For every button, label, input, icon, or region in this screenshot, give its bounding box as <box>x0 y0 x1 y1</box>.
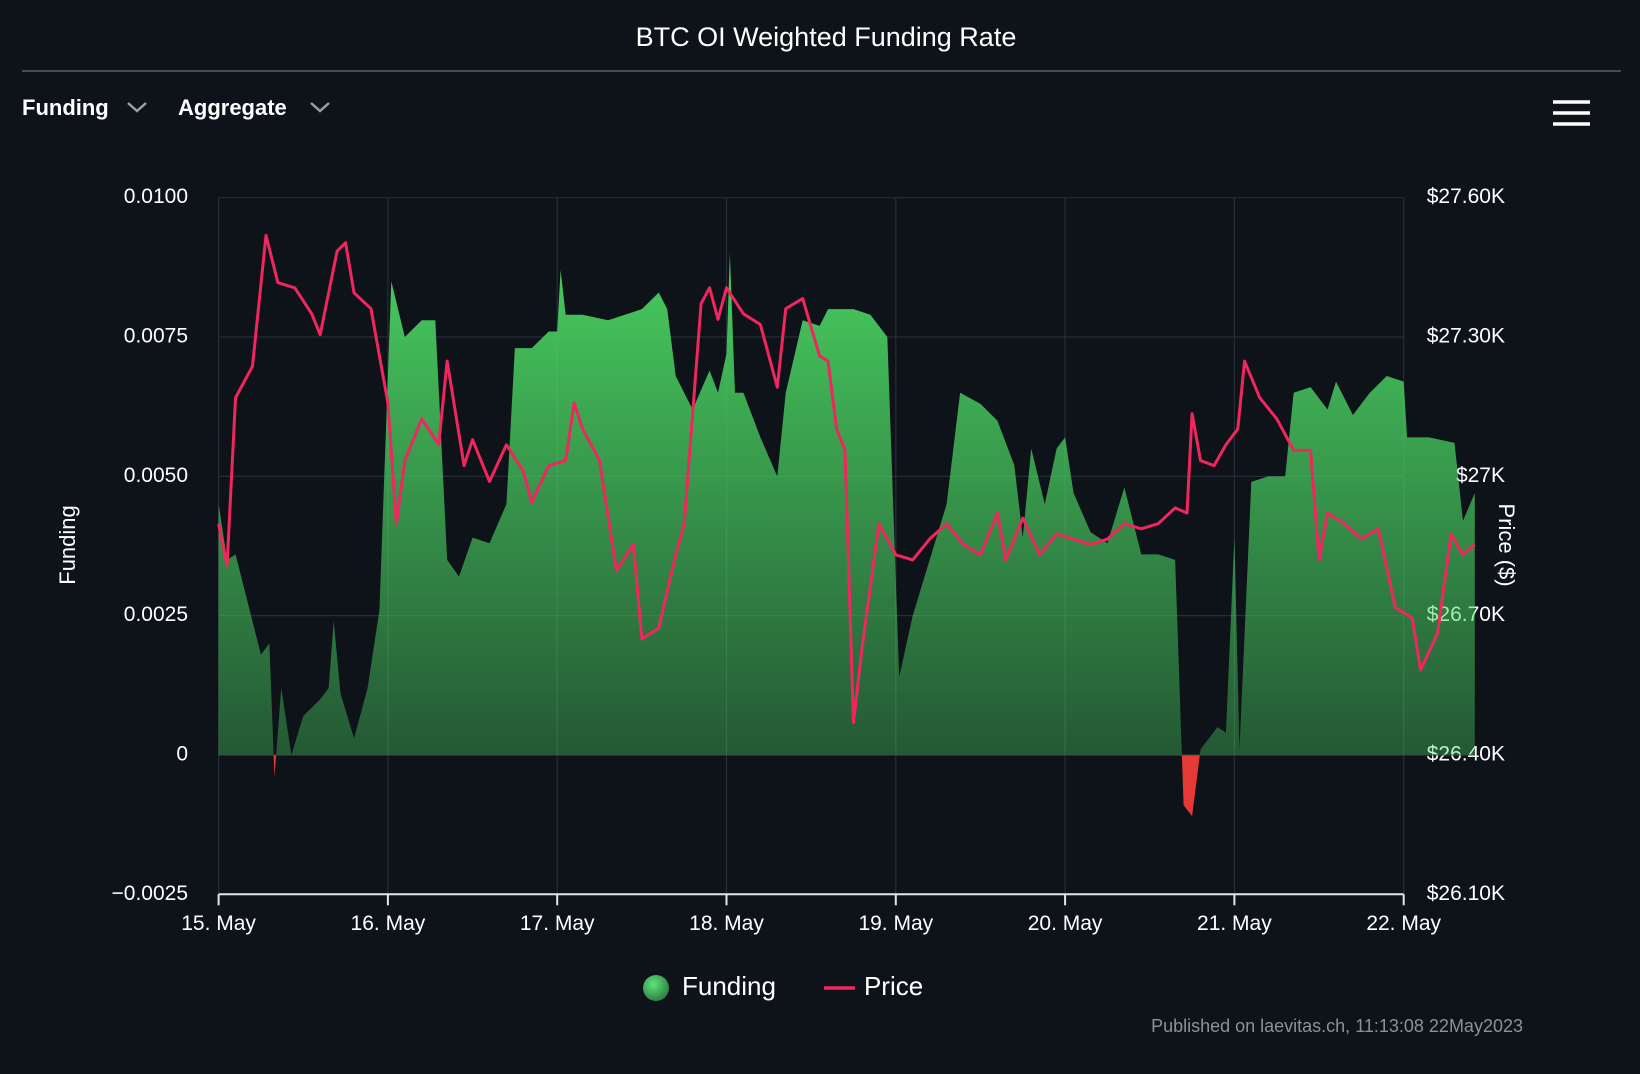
y2-axis-title: Price ($) <box>1494 503 1519 586</box>
funding-dropdown[interactable]: Funding <box>22 95 147 120</box>
legend-label: Funding <box>682 971 776 1001</box>
legend-symbol <box>643 975 669 1001</box>
x-tick-label: 17. May <box>520 912 595 935</box>
y-tick-label: 0.0075 <box>124 325 188 348</box>
menu-button[interactable] <box>1553 100 1590 126</box>
aggregate-dropdown[interactable]: Aggregate <box>178 95 330 120</box>
x-tick-label: 19. May <box>858 912 933 935</box>
chevron-icon <box>127 102 147 113</box>
dropdown-label: Funding <box>22 95 109 120</box>
y-tick-label: 0.0100 <box>124 185 188 208</box>
y-tick-label: −0.0025 <box>112 882 189 905</box>
price-line <box>217 233 1476 724</box>
y-axis-title: Funding <box>55 505 80 585</box>
credit: Published on laevitas.ch, 11:13:08 22May… <box>1151 1016 1523 1036</box>
x-tick-label: 21. May <box>1197 912 1272 935</box>
legend-item[interactable]: Price <box>823 971 923 1001</box>
y2-tick-label: $27K <box>1456 464 1505 487</box>
page-title: BTC OI Weighted Funding Rate <box>636 22 1017 52</box>
x-tick-label: 20. May <box>1028 912 1103 935</box>
legend-label: Price <box>864 971 923 1001</box>
y-tick-label: 0 <box>176 743 188 766</box>
y-tick-label: 0.0025 <box>124 603 188 626</box>
y-tick-label: 0.0050 <box>124 464 188 487</box>
y2-tick-label: $27.30K <box>1427 325 1505 348</box>
dropdown-label: Aggregate <box>178 95 287 120</box>
legend-item[interactable]: Funding <box>643 971 776 1001</box>
chevron-icon <box>310 102 330 113</box>
y2-tick-label: $27.60K <box>1427 185 1505 208</box>
x-tick-label: 16. May <box>351 912 426 935</box>
x-tick-label: 18. May <box>689 912 764 935</box>
x-tick-label: 22. May <box>1366 912 1441 935</box>
x-tick-label: 15. May <box>181 912 256 935</box>
y2-tick-label: $26.10K <box>1427 882 1505 905</box>
